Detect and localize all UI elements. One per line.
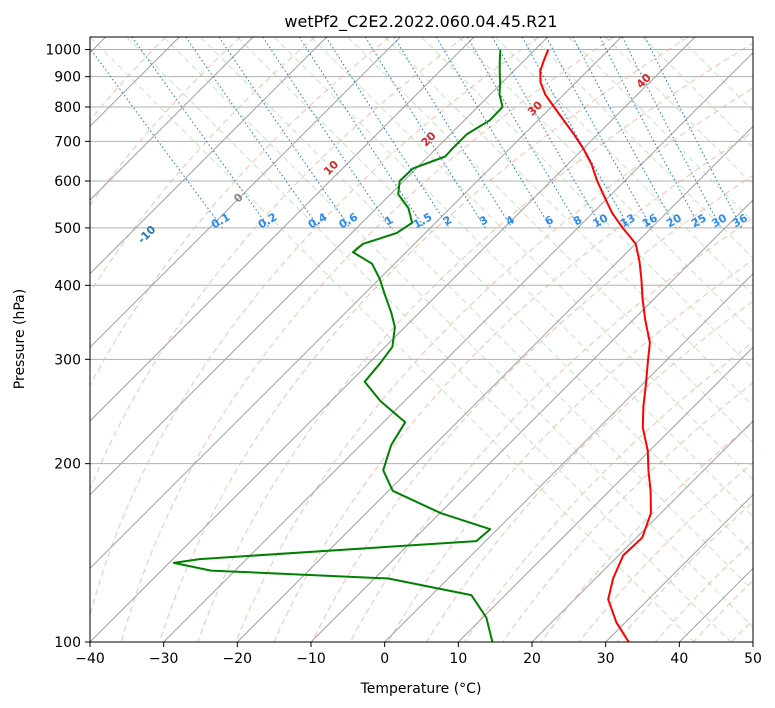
moist-adiabat [347,37,753,444]
moist-adiabats [90,37,753,642]
y-tick-label: 600 [54,174,81,190]
dry-adiabat [90,37,241,206]
dry-adiabat [90,37,465,491]
isotherm [90,37,401,349]
y-tick-label: 900 [54,70,81,86]
y-axis-label: Pressure (hPa) [12,289,28,389]
dry-adiabat [273,131,753,642]
moist-adiabat [273,37,753,518]
dry-adiabat [197,42,753,642]
moist-adiabat [236,37,753,555]
mixing-ratio-line [298,37,425,229]
dry-adiabat [616,501,753,642]
temperature-profile [539,49,652,642]
pressure-gridlines [90,49,753,642]
x-axis-ticks: −40 −30 −20 −10 0 10 20 30 40 50 [75,642,762,667]
x-tick-label: 0 [380,651,389,667]
isotherm [90,37,254,201]
mixing-ratio-line [131,37,270,229]
isotherm [457,346,753,642]
x-tick-label: −20 [223,651,253,667]
y-axis-ticks: 100 200 300 400 500 600 700 800 900 1000 [45,43,90,651]
isotherm [163,51,753,642]
x-tick-label: 40 [670,651,688,667]
moist-adiabat [310,37,753,481]
mixing-ratio-lines [90,37,743,229]
y-tick-label: 200 [54,457,81,473]
sounding-profiles [172,49,652,642]
dry-adiabat [90,37,316,294]
x-tick-label: −10 [296,651,326,667]
dry-adiabat [120,37,614,642]
moist-adiabat [126,37,732,642]
y-tick-label: 700 [54,134,81,150]
mixing-ratio-line [90,47,223,229]
mixing-ratio-line [572,37,677,229]
x-tick-label: 50 [744,651,762,667]
moist-adiabat [163,37,753,629]
mixing-ratio-line [393,37,513,229]
y-tick-label: 800 [54,100,81,116]
dry-adiabat [502,381,753,642]
moist-adiabat [200,37,753,592]
x-tick-label: −30 [149,651,179,667]
mixing-ratio-line [521,37,630,229]
y-tick-label: 300 [54,352,81,368]
dry-adiabat [425,300,753,642]
dry-adiabat [159,37,689,642]
dry-adiabat [540,422,753,642]
isotherm [310,199,753,642]
mixing-ratio-line [218,37,351,229]
mixing-ratio-line [262,37,392,229]
y-tick-label: 500 [54,221,81,237]
dewpoint-profile [172,49,504,642]
y-tick-label: 400 [54,278,81,294]
isotherm [90,37,475,422]
chart-title: wetPf2_C2E2.2022.060.04.45.R21 [284,12,557,32]
x-tick-label: 10 [449,651,467,667]
mixing-ratio-line [644,37,743,229]
isotherm [90,37,328,275]
dry-adiabat [90,37,540,617]
isotherm [531,420,753,642]
dry-adiabat [311,174,753,642]
moist-adiabat [384,37,753,407]
isotherm [236,125,753,642]
moist-adiabat [90,37,695,642]
dry-adiabat [90,37,390,387]
x-tick-label: 30 [597,651,615,667]
plot-frame [89,36,754,643]
isotherm [605,493,753,642]
x-tick-label: 20 [523,651,541,667]
isotherm [90,37,622,570]
x-axis-label: Temperature (°C) [360,681,482,697]
x-tick-label: −40 [75,651,105,667]
isotherms [90,37,753,642]
isotherm [384,272,753,642]
mixing-ratio-line [545,37,653,229]
dry-adiabat [235,87,753,642]
mixing-ratio-line [325,37,450,229]
y-tick-label: 100 [54,635,81,651]
mixing-ratio-line [185,37,320,229]
y-tick-label: 1000 [45,43,81,59]
plot-area: 0.10.20.40.611.52346810131620253036-100-… [90,37,753,642]
isotherm [90,37,549,496]
